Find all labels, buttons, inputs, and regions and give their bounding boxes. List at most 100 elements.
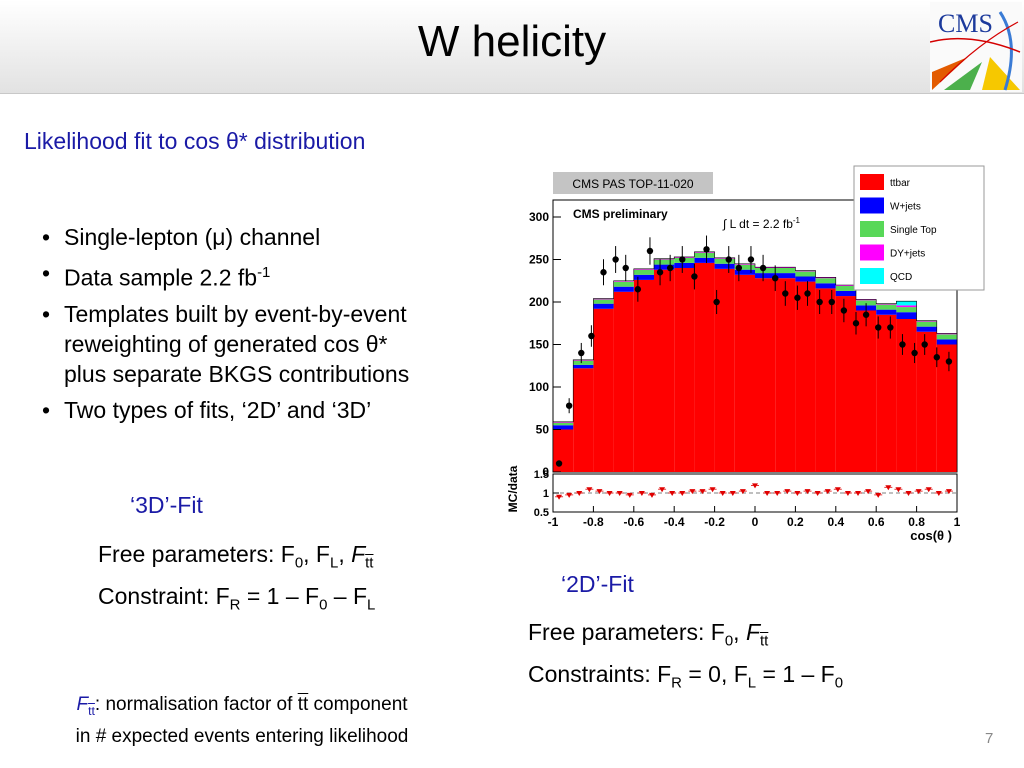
bar-dy-jets bbox=[734, 263, 755, 265]
bar-single-top bbox=[795, 271, 816, 277]
legend-entry-label: Single Top bbox=[890, 225, 937, 236]
data-point bbox=[691, 273, 698, 280]
bar-qcd bbox=[896, 301, 917, 306]
bullet-text-line: Templates built by event-by-event bbox=[64, 300, 407, 327]
bullet-dot-icon: • bbox=[42, 260, 51, 286]
data-point bbox=[804, 290, 811, 297]
svg-text:CMS: CMS bbox=[938, 9, 993, 38]
data-point bbox=[713, 298, 720, 306]
bar-ttbar bbox=[593, 308, 614, 472]
data-point bbox=[588, 332, 595, 340]
ratio-point bbox=[814, 491, 821, 496]
legend-entry-label: ttbar bbox=[890, 178, 911, 189]
bar-dy-jets bbox=[815, 277, 836, 279]
data-point bbox=[945, 358, 953, 365]
bar-w-jets bbox=[613, 286, 634, 292]
bar-single-top bbox=[916, 321, 937, 327]
ratio-point bbox=[596, 489, 603, 495]
bar-dy-jets bbox=[835, 285, 856, 286]
ratio-point bbox=[945, 489, 952, 495]
data-point bbox=[921, 341, 928, 348]
bullet-item: • Two types of fits, ‘2D’ and ‘3D’ bbox=[42, 395, 409, 425]
ratio-point bbox=[648, 492, 655, 498]
bullet-text-line: reweighting of generated cos θ* bbox=[64, 330, 388, 357]
bar-single-top bbox=[815, 278, 836, 284]
legend-entry-label: DY+jets bbox=[890, 249, 925, 260]
bar-dy-jets bbox=[694, 251, 715, 253]
bar-w-jets bbox=[815, 283, 836, 289]
ratio-point bbox=[915, 489, 922, 495]
bar-single-top bbox=[755, 268, 776, 274]
bar-ttbar bbox=[633, 279, 654, 472]
bar-w-jets bbox=[936, 339, 957, 345]
ratio-point bbox=[784, 489, 791, 495]
data-point bbox=[933, 354, 940, 361]
bar-dy-jets bbox=[795, 270, 816, 272]
data-point bbox=[862, 311, 870, 318]
data-point bbox=[759, 264, 767, 272]
bar-w-jets bbox=[553, 425, 574, 430]
bar-ttbar bbox=[654, 269, 675, 472]
bar-single-top bbox=[734, 264, 755, 270]
data-point bbox=[612, 256, 619, 263]
x-tick-label: -0.2 bbox=[704, 515, 725, 529]
data-point bbox=[666, 264, 674, 272]
x-tick-label: -0.4 bbox=[664, 515, 685, 529]
note-line-1: Ftt: normalisation factor of tt componen… bbox=[76, 694, 408, 718]
bar-dy-jets bbox=[553, 421, 574, 423]
bar-single-top bbox=[876, 304, 897, 310]
legend-entry-label: W+jets bbox=[890, 202, 921, 213]
bar-w-jets bbox=[654, 264, 675, 270]
data-point bbox=[828, 298, 835, 306]
data-point bbox=[622, 264, 629, 272]
ratio-point bbox=[719, 491, 726, 496]
x-tick-label: 1 bbox=[954, 515, 961, 529]
ratio-point bbox=[905, 491, 912, 496]
bullet-item: • Single-lepton (μ) channel bbox=[42, 222, 409, 252]
legend-swatch bbox=[860, 268, 884, 284]
data-point bbox=[703, 246, 710, 253]
bar-w-jets bbox=[896, 312, 917, 319]
bullet-superscript: -1 bbox=[257, 264, 271, 281]
chart-header-box bbox=[553, 172, 713, 194]
bullet-text: Data sample 2.2 fb bbox=[64, 264, 258, 291]
ratio-point bbox=[824, 489, 831, 495]
bar-single-top bbox=[936, 334, 957, 340]
bullet-dot-icon: • bbox=[42, 396, 51, 423]
data-point bbox=[565, 402, 573, 409]
bullet-text-line: plus separate BKGS contributions bbox=[64, 360, 410, 387]
bullet-dot-icon: • bbox=[42, 224, 51, 250]
ratio-point bbox=[638, 491, 645, 496]
bar-w-jets bbox=[916, 326, 937, 332]
data-point bbox=[840, 307, 848, 314]
bar-w-jets bbox=[775, 273, 796, 279]
ratio-point bbox=[855, 491, 862, 496]
fit2d-title: ‘2D’-Fit bbox=[561, 571, 634, 597]
bar-w-jets bbox=[674, 262, 695, 268]
fit3d-description: Free parameters: F0, FL, Ftt Constraint:… bbox=[98, 538, 375, 621]
main-plot-area: 0 50 100 150 200 250 300 bbox=[529, 199, 958, 479]
bar-w-jets bbox=[633, 274, 654, 280]
ratio-point bbox=[875, 492, 882, 498]
ratio-point bbox=[895, 487, 902, 493]
ratio-point bbox=[586, 487, 593, 493]
data-point bbox=[725, 256, 732, 263]
bar-ttbar bbox=[613, 291, 634, 472]
x-tick-label: -0.6 bbox=[623, 515, 644, 529]
bar-dy-jets bbox=[876, 303, 897, 305]
bar-single-top bbox=[714, 258, 735, 264]
y-tick-label: 0 bbox=[542, 465, 549, 479]
data-point bbox=[782, 290, 789, 297]
slide-header: W helicity CMS bbox=[0, 0, 1024, 94]
bullet-text: Single-lepton (μ) channel bbox=[64, 224, 321, 250]
cms-logo-icon: CMS bbox=[930, 2, 1022, 92]
stack-outline bbox=[552, 251, 958, 472]
y-tick-label: 300 bbox=[529, 210, 549, 224]
data-point bbox=[852, 320, 860, 327]
bar-dy-jets bbox=[896, 305, 917, 308]
x-tick-label: 0 bbox=[752, 515, 759, 529]
bar-ttbar bbox=[775, 278, 796, 472]
fit3d-title: ‘3D’-Fit bbox=[130, 492, 203, 518]
bar-w-jets bbox=[593, 303, 614, 309]
fit2d-free-parameters: Free parameters: F0, Ftt bbox=[528, 619, 769, 650]
